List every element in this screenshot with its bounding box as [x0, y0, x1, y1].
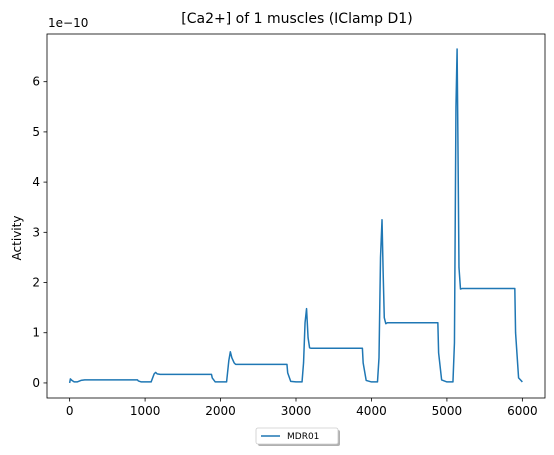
y-tick-label: 0 — [32, 376, 40, 390]
x-tick-label: 1000 — [130, 404, 161, 418]
x-tick-label: 6000 — [507, 404, 538, 418]
legend-label-0: MDR01 — [287, 432, 319, 442]
y-offset-label: 1e−10 — [48, 16, 88, 30]
x-tick-label: 2000 — [205, 404, 236, 418]
y-tick-label: 1 — [32, 326, 40, 340]
legend: MDR01 — [256, 428, 340, 446]
y-tick-label: 4 — [32, 175, 40, 189]
x-tick-label: 5000 — [432, 404, 463, 418]
chart-title: [Ca2+] of 1 muscles (IClamp D1) — [181, 11, 412, 27]
y-tick-label: 5 — [32, 125, 40, 139]
y-tick-label: 2 — [32, 276, 40, 290]
y-tick-label: 6 — [32, 75, 40, 89]
x-tick-label: 3000 — [281, 404, 312, 418]
y-axis-label: Activity — [10, 216, 24, 261]
x-tick-label: 4000 — [356, 404, 387, 418]
x-tick-label: 0 — [66, 404, 74, 418]
y-tick-label: 3 — [32, 225, 40, 239]
